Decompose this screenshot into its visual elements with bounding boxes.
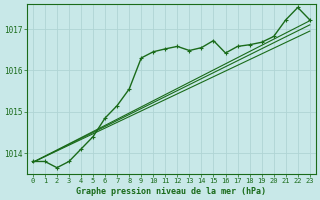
X-axis label: Graphe pression niveau de la mer (hPa): Graphe pression niveau de la mer (hPa) [76,187,266,196]
